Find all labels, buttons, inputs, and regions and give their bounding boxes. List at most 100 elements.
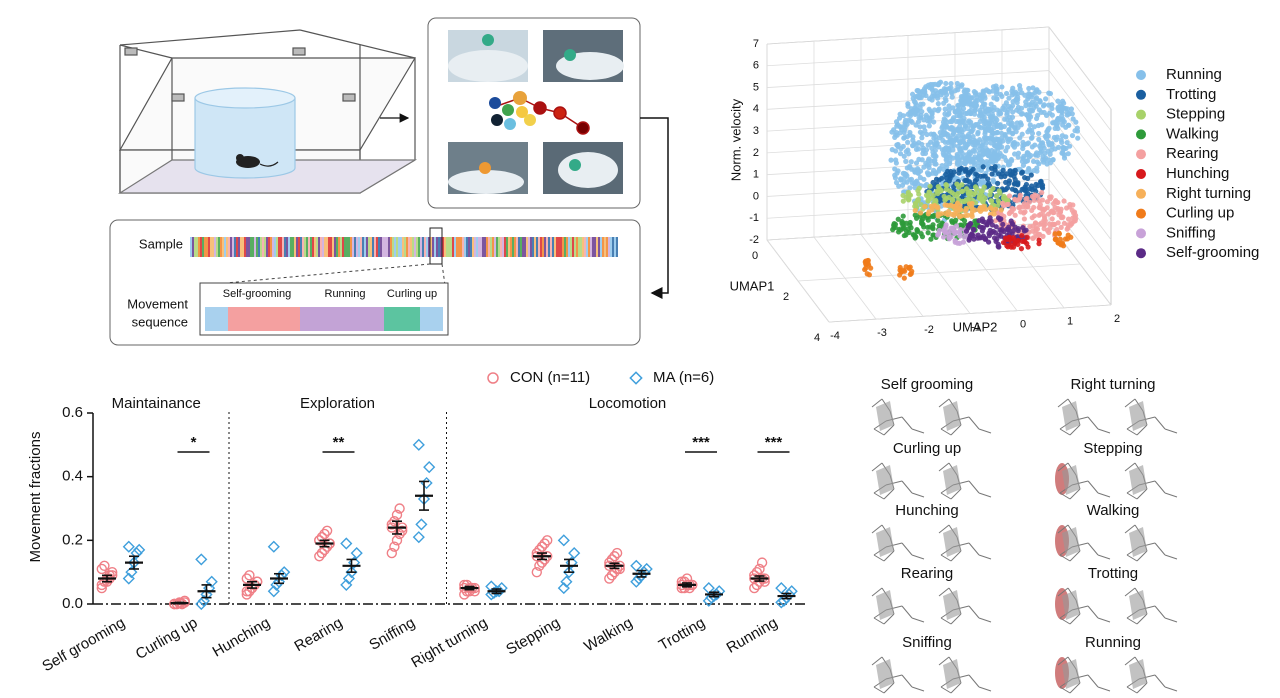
barcode-stripe (228, 237, 230, 257)
data-point (96, 563, 108, 575)
pose-body (1062, 401, 1080, 431)
barcode-stripe (448, 237, 450, 257)
barcode-stripe (314, 237, 316, 257)
data-point (195, 553, 208, 566)
barcode-stripe (518, 237, 520, 257)
barcode-stripe (524, 237, 526, 257)
cluster-dot (948, 81, 954, 87)
pose-limb (950, 613, 962, 625)
grid-line (860, 234, 924, 317)
cluster-dot (940, 137, 946, 144)
cluster-dot (925, 142, 931, 148)
pose-label: Curling up (893, 440, 961, 457)
pose-limb (1136, 682, 1148, 694)
cluster-dot (1003, 179, 1009, 185)
cluster-dot (956, 184, 962, 190)
barcode-stripe (302, 237, 304, 257)
cluster-dot (1027, 91, 1033, 97)
cluster-dot (980, 180, 986, 186)
umap-3d-chart: -2 -1 0 1 2 3 4 5 6 7 0 2 4 -4 -3 -2 -1 0 1 2 Norm. velocity… (728, 26, 1259, 344)
barcode-stripe (526, 237, 528, 257)
cluster-dot (962, 234, 968, 240)
cluster-dot (936, 222, 942, 229)
cluster-dot (957, 146, 963, 152)
pose-limb (901, 416, 913, 430)
cluster-dot (1049, 112, 1055, 118)
y-tick-label: 0.6 (62, 404, 83, 421)
cluster-dot (1023, 158, 1029, 164)
pose-limb (1124, 398, 1136, 408)
barcode-stripe (210, 237, 212, 257)
pose-limb (901, 480, 913, 494)
barcode-stripe (390, 237, 392, 257)
pose-body (1062, 527, 1080, 557)
cluster-dot (936, 106, 942, 112)
cluster-dot (988, 101, 994, 107)
barcode-stripe (576, 237, 578, 257)
cluster-dot (1021, 238, 1027, 244)
cluster-dot (907, 222, 913, 228)
barcode-stripe (614, 237, 616, 257)
cluster-dot (895, 168, 901, 174)
barcode-stripe (242, 237, 244, 257)
cluster-dot (982, 108, 988, 114)
barcode-stripe (348, 237, 350, 257)
pose-limb (1154, 480, 1166, 494)
barcode-stripe (276, 237, 278, 257)
cluster-dot (956, 156, 962, 163)
barcode-stripe (504, 237, 506, 257)
legend-marker (1136, 169, 1146, 179)
barcode-stripe (196, 237, 198, 257)
cluster-dot (988, 106, 994, 112)
barcode-stripe (462, 237, 464, 257)
cluster-dot (1028, 152, 1034, 159)
cluster-dot (1041, 109, 1047, 116)
y-axis-title: UMAP2 (953, 319, 998, 334)
pose-body (943, 659, 961, 689)
cluster-dot (1038, 145, 1044, 151)
cluster-dot (1012, 196, 1018, 202)
cluster-dot (974, 176, 980, 183)
cluster-dot (972, 218, 978, 224)
cluster-dot (1021, 216, 1027, 222)
cluster-dot (913, 122, 919, 128)
barcode-stripe (400, 237, 402, 257)
cluster-dot (1055, 104, 1061, 110)
cluster-dot (943, 222, 949, 228)
barcode-stripe (522, 237, 524, 257)
cluster-dot (1005, 107, 1011, 113)
pose-limb (1059, 617, 1071, 625)
cluster-dot (967, 110, 973, 116)
cluster-dot (999, 200, 1006, 206)
cluster-dot (966, 223, 972, 229)
cluster-dot (1045, 148, 1051, 154)
barcode-stripe (540, 237, 542, 257)
cluster-dot (1043, 135, 1050, 142)
barcode-stripe (268, 237, 270, 257)
barcode-stripe (288, 237, 290, 257)
data-point (568, 546, 581, 560)
cluster-dot (938, 188, 944, 194)
cluster-dot (937, 166, 943, 172)
cluster-dot (987, 205, 994, 211)
cluster-dot (942, 121, 948, 127)
barcode-stripe (532, 237, 534, 257)
barcode-stripe (556, 237, 558, 257)
cluster-dot (1000, 221, 1006, 227)
barcode-stripe (262, 237, 264, 257)
x-tick-label: Sniffing (366, 614, 418, 654)
cluster-dot (1024, 203, 1031, 209)
cluster-dot (1019, 186, 1025, 192)
cluster-dot (1028, 172, 1034, 178)
cluster-dot (997, 91, 1004, 98)
barcode-stripe (234, 237, 236, 257)
cluster-dot (915, 196, 922, 203)
cluster-dot (957, 105, 963, 111)
cluster-dot (953, 229, 959, 235)
cluster-dot (991, 235, 998, 241)
legend-label: Stepping (1166, 106, 1225, 123)
legend-marker (1136, 248, 1146, 259)
cluster-dot (984, 222, 990, 228)
pose-limb (938, 462, 950, 472)
data-point (469, 586, 480, 597)
